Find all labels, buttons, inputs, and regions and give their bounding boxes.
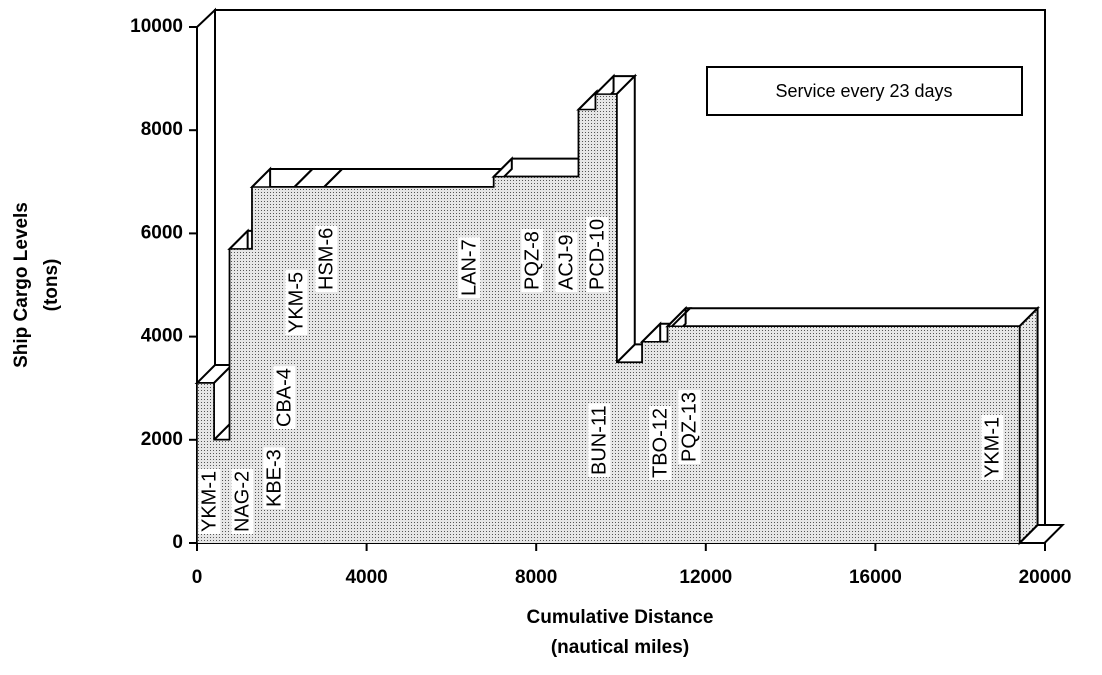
port-label-text: YKM-1 [198,471,220,532]
y-tick-label: 2000 [141,429,183,450]
port-label-bg [678,389,701,464]
x-tick-label: 8000 [515,567,557,588]
port-label-bg [263,447,286,509]
y-tick-label: 6000 [141,222,183,243]
port-label: CBA-4 [273,366,296,429]
x-tick-label: 4000 [345,567,387,588]
port-label: ACJ-9 [555,232,578,292]
port-label-bg [285,269,308,335]
port-label: YKM-1 [198,468,221,534]
area-segment [616,362,643,543]
port-label-bg [273,366,296,429]
port-label-bg [315,225,338,292]
port-label: PQZ-13 [678,389,701,464]
riser-face [615,73,636,365]
area-outline [196,93,1021,543]
riser-face [323,168,343,188]
port-label-text: PCD-10 [586,219,608,290]
port-label-text: BUN-11 [588,405,610,475]
port-label-bg [981,414,1004,480]
port-label-text: KBE-3 [263,449,285,507]
y-tick-label: 8000 [141,119,183,140]
port-label-text: PQZ-13 [678,392,700,462]
riser-face [293,168,314,188]
port-label: LAN-7 [458,237,481,298]
port-label: YKM-1 [981,414,1004,480]
area-segment [671,326,1020,543]
port-label-bg [198,468,221,534]
port-label-bg [555,232,578,292]
y-axis-label: (tons) [41,259,62,312]
port-label: YKM-5 [285,269,308,335]
port-label-bg [586,216,609,292]
y-tick-label: 0 [172,532,183,553]
port-label-text: NAG-2 [231,471,253,532]
port-label: NAG-2 [231,468,254,534]
x-tick-label: 12000 [679,567,732,588]
riser-face [671,307,691,327]
port-label-text: YKM-1 [981,417,1003,478]
area-segment [578,109,596,543]
annotation-box [706,66,1023,116]
port-label: PQZ-8 [521,229,544,292]
port-label-bg [649,405,672,480]
port-label: HSM-6 [315,225,338,292]
port-label-bg [231,468,254,534]
x-tick-label: 16000 [849,567,902,588]
port-label: TBO-12 [649,405,672,480]
port-label-bg [521,229,544,292]
top-face [669,307,1040,328]
annotation: Service every 23 days [775,81,952,101]
port-label-bg [588,403,611,477]
port-label-text: CBA-4 [273,368,295,427]
x-tick-label: 0 [192,567,203,588]
y-axis-label: Ship Cargo Levels [11,202,32,368]
port-label: KBE-3 [263,447,286,509]
x-axis-label: Cumulative Distance [527,607,714,628]
port-label: PCD-10 [586,216,609,292]
port-label-text: TBO-12 [649,408,671,478]
port-label-text: YKM-5 [285,272,307,333]
y-tick-label: 4000 [141,326,183,347]
port-label-text: LAN-7 [458,239,480,296]
port-label: BUN-11 [588,403,611,477]
top-face [321,167,515,188]
port-label-text: PQZ-8 [521,231,543,290]
port-label-text: HSM-6 [315,228,337,290]
riser-face [1018,305,1039,546]
y-tick-label: 10000 [130,16,183,37]
port-label-bg [458,237,481,298]
x-tick-label: 20000 [1019,567,1072,588]
port-label-text: ACJ-9 [555,234,577,290]
x-axis-label: (nautical miles) [551,637,689,658]
